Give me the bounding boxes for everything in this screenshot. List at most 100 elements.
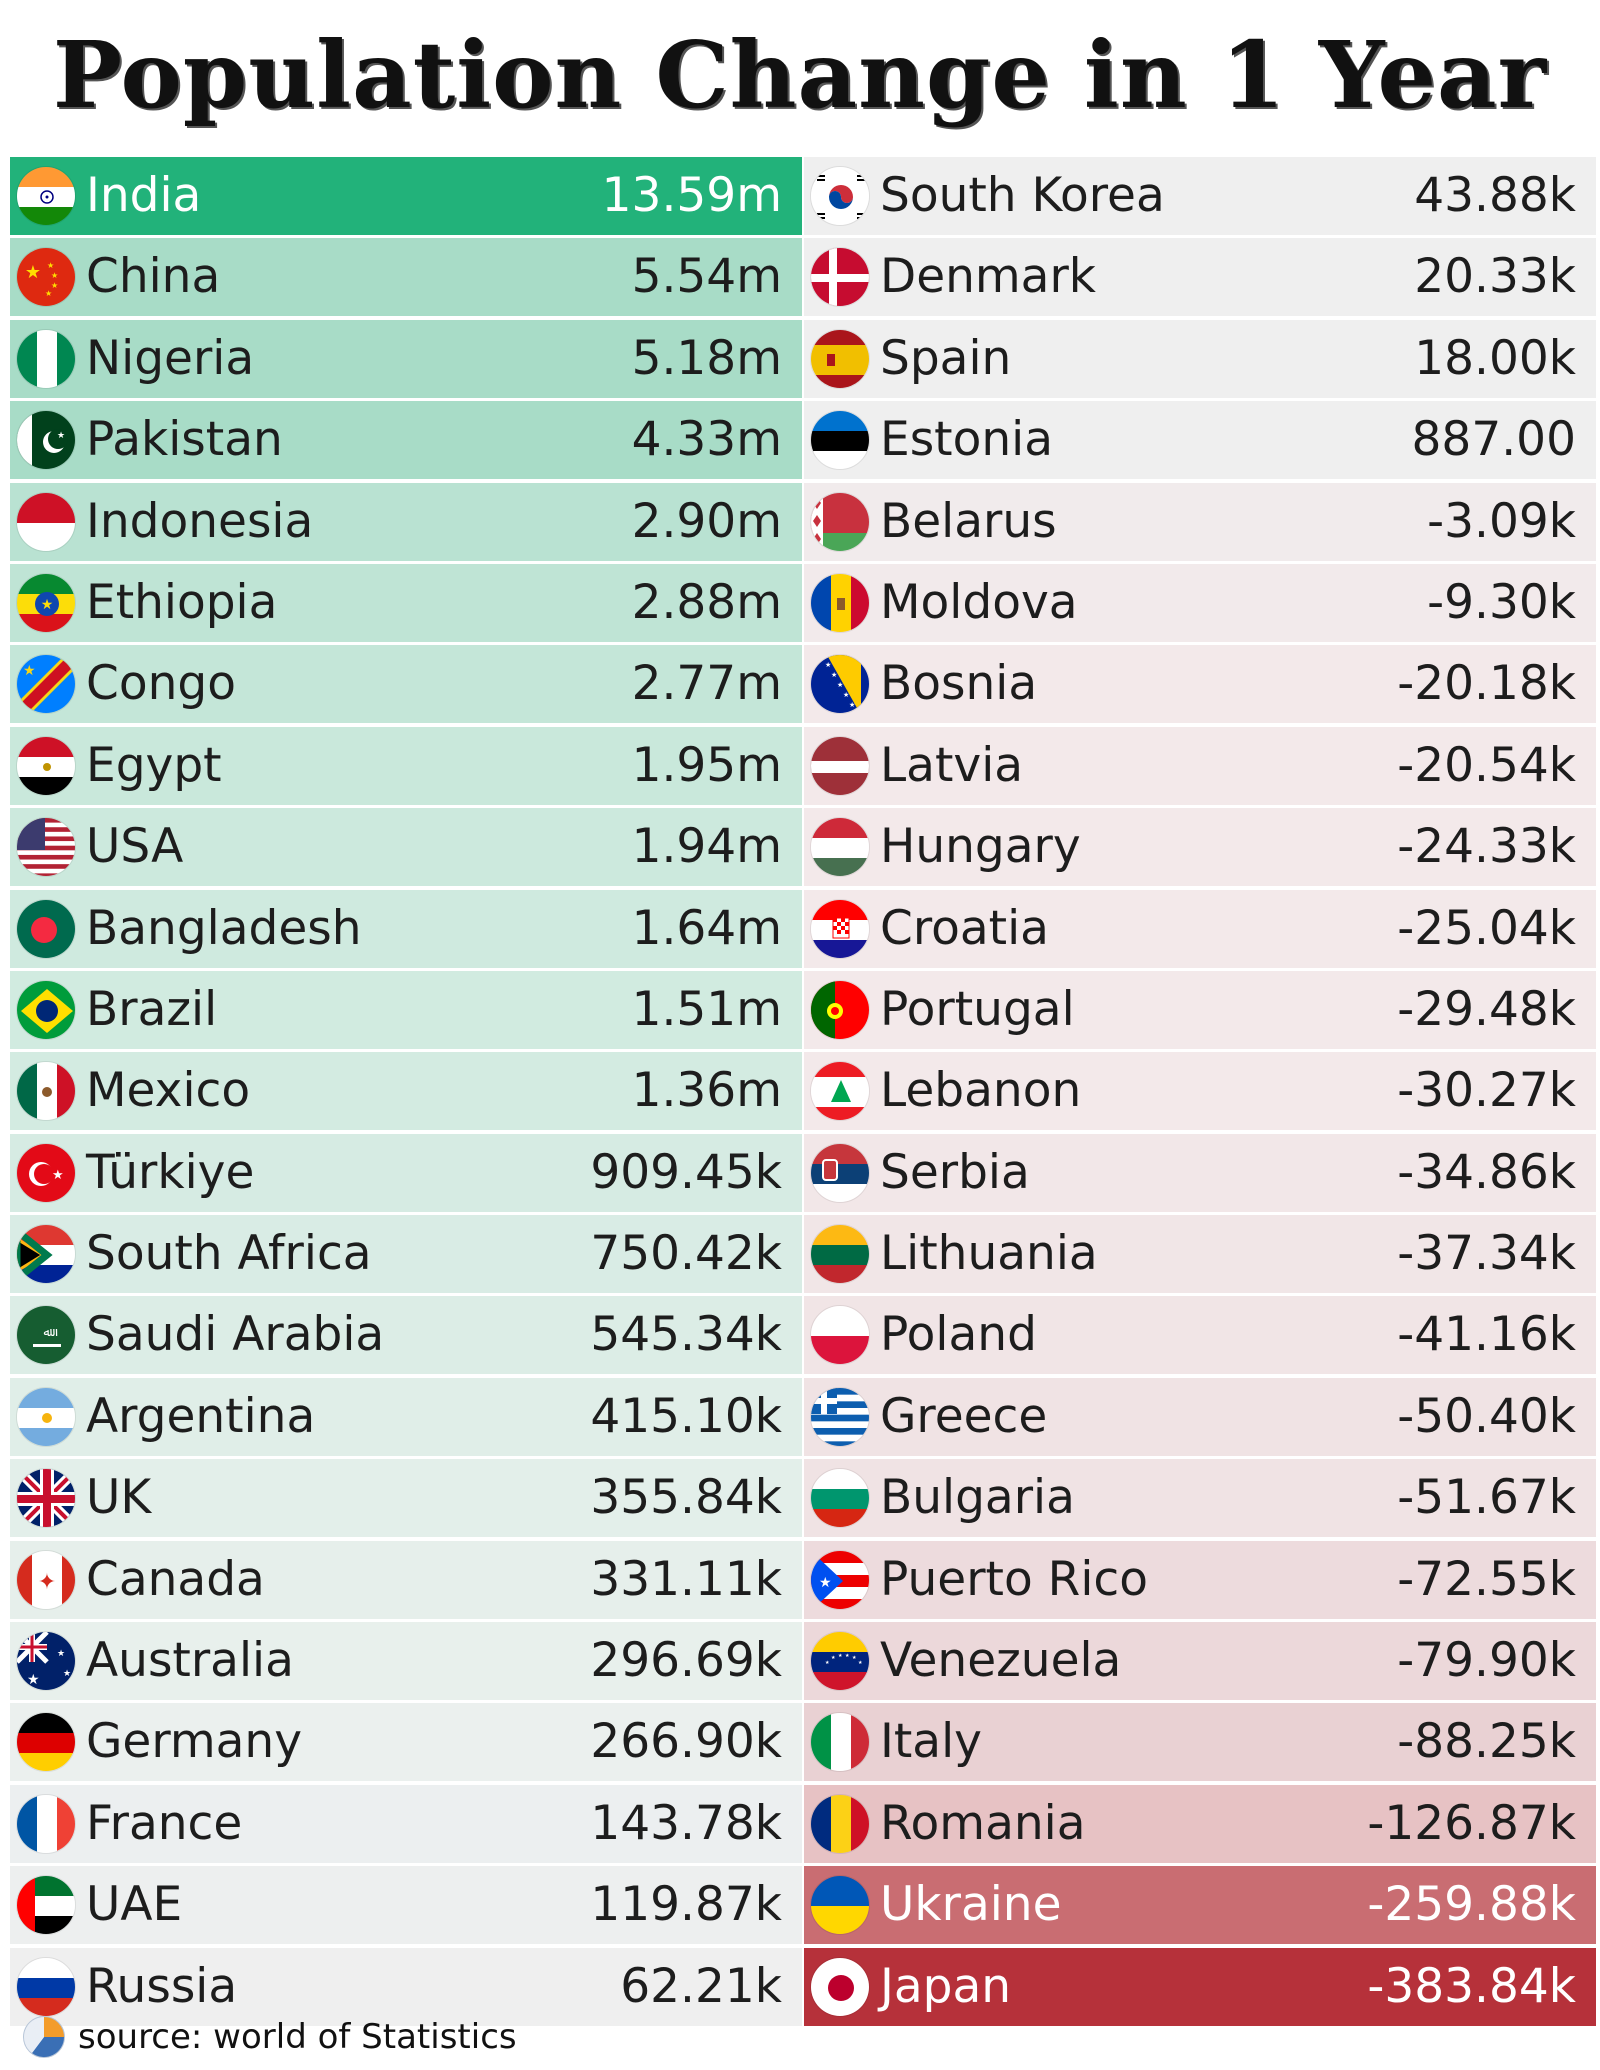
country-name: Ethiopia xyxy=(86,574,278,630)
svg-text:★: ★ xyxy=(831,671,837,679)
hu-flag xyxy=(810,817,870,878)
country-name: Venezuela xyxy=(880,1633,1122,1689)
hr-flag xyxy=(810,898,870,959)
country-name: Australia xyxy=(86,1633,294,1689)
table-row: Moldova -9.30k xyxy=(804,563,1596,642)
country-name: Puerto Rico xyxy=(880,1551,1148,1607)
population-change-value: 415.10k xyxy=(590,1388,782,1444)
svg-text:★: ★ xyxy=(843,691,849,699)
country-name: Bangladesh xyxy=(86,900,362,956)
svg-text:★: ★ xyxy=(47,261,54,270)
population-change-value: 5.18m xyxy=(631,330,782,386)
svg-text:★: ★ xyxy=(825,661,831,669)
population-change-value: 355.84k xyxy=(590,1470,782,1526)
population-change-value: 545.34k xyxy=(590,1307,782,1363)
country-name: Türkiye xyxy=(86,1144,255,1200)
svg-text:★: ★ xyxy=(51,281,58,290)
population-change-value: -24.33k xyxy=(1397,819,1576,875)
table-row: ✦ Canada 331.11k xyxy=(10,1540,802,1619)
country-name: Japan xyxy=(880,1958,1012,2014)
table-row: Indonesia 2.90m xyxy=(10,482,802,561)
svg-text:★: ★ xyxy=(819,1575,832,1591)
population-change-value: -20.18k xyxy=(1397,656,1576,712)
population-change-value: -3.09k xyxy=(1427,493,1576,549)
country-name: Lebanon xyxy=(880,1063,1082,1119)
svg-text:✦: ✦ xyxy=(38,1570,56,1595)
country-name: Saudi Arabia xyxy=(86,1307,385,1363)
table-row: Argentina 415.10k xyxy=(10,1377,802,1456)
country-name: Italy xyxy=(880,1714,982,1770)
table-row: ★ ★ ★ ★ ★ China 5.54m xyxy=(10,238,802,317)
table-row: Estonia 887.00 xyxy=(804,401,1596,480)
table-row: South Africa 750.42k xyxy=(10,1215,802,1294)
svg-text:★: ★ xyxy=(852,1655,857,1661)
table-row: Denmark 20.33k xyxy=(804,238,1596,317)
country-name: UAE xyxy=(86,1877,183,1933)
es-flag xyxy=(810,328,870,389)
svg-text:★: ★ xyxy=(52,1168,64,1183)
country-name: Portugal xyxy=(880,981,1075,1037)
table-row: Egypt 1.95m xyxy=(10,726,802,805)
population-change-value: 296.69k xyxy=(590,1633,782,1689)
ar-flag xyxy=(16,1386,76,1447)
ba-flag: ★ ★ ★ ★ ★ xyxy=(810,654,870,715)
country-name: Estonia xyxy=(880,412,1054,468)
eg-flag xyxy=(16,735,76,796)
table-row: Russia 62.21k xyxy=(10,1947,802,2026)
mx-flag xyxy=(16,1061,76,1122)
population-change-value: 43.88k xyxy=(1414,168,1576,223)
country-name: Indonesia xyxy=(86,493,314,549)
md-flag xyxy=(810,572,870,633)
country-name: Russia xyxy=(86,1958,238,2014)
table-row: Lithuania -37.34k xyxy=(804,1215,1596,1294)
table-row: Belarus -3.09k xyxy=(804,482,1596,561)
svg-text:★: ★ xyxy=(25,262,41,283)
country-name: Germany xyxy=(86,1714,303,1770)
fr-flag xyxy=(16,1793,76,1854)
svg-text:★: ★ xyxy=(845,1653,850,1659)
country-name: Serbia xyxy=(880,1144,1030,1200)
ro-flag xyxy=(810,1793,870,1854)
pie-chart-icon xyxy=(23,2016,65,2058)
table-row: Greece -50.40k xyxy=(804,1377,1596,1456)
country-name: Spain xyxy=(880,330,1012,386)
us-flag xyxy=(16,817,76,878)
br-flag xyxy=(16,979,76,1040)
population-change-value: -126.87k xyxy=(1367,1795,1576,1851)
au-flag: ★ ★ ★ xyxy=(16,1631,76,1692)
pl-flag xyxy=(810,1305,870,1366)
table-row: ★ ★ ★ ★ ★ Bosnia -20.18k xyxy=(804,645,1596,724)
table-row: ﷲ Saudi Arabia 545.34k xyxy=(10,1296,802,1375)
population-change-value: 1.51m xyxy=(631,981,782,1037)
table-row: Bangladesh 1.64m xyxy=(10,889,802,968)
population-change-value: -29.48k xyxy=(1397,981,1576,1037)
table-row: Spain 18.00k xyxy=(804,319,1596,398)
table-column-left: India 13.59m ★ ★ ★ ★ ★ China 5.54m Nigeria 5.18m ★ P… xyxy=(10,157,802,2029)
country-name: France xyxy=(86,1795,243,1851)
country-name: Lithuania xyxy=(880,1226,1098,1282)
table-row: Poland -41.16k xyxy=(804,1296,1596,1375)
rs-flag xyxy=(810,1142,870,1203)
population-change-value: 266.90k xyxy=(590,1714,782,1770)
table-row: France 143.78k xyxy=(10,1784,802,1863)
country-name: Pakistan xyxy=(86,412,283,468)
country-name: Bulgaria xyxy=(880,1470,1075,1526)
svg-text:★: ★ xyxy=(849,701,855,709)
country-name: Ukraine xyxy=(880,1877,1062,1933)
table-row: ★ ★ ★ Australia 296.69k xyxy=(10,1622,802,1701)
population-change-value: 62.21k xyxy=(620,1958,782,2014)
country-name: Croatia xyxy=(880,900,1049,956)
country-name: Romania xyxy=(880,1795,1086,1851)
by-flag xyxy=(810,491,870,552)
country-name: USA xyxy=(86,819,184,875)
population-change-value: -383.84k xyxy=(1367,1958,1576,2014)
svg-text:★: ★ xyxy=(23,663,36,679)
table-row: ★ ★ ★ ★ ★ ★ Venezuela -79.90k xyxy=(804,1622,1596,1701)
ca-flag: ✦ xyxy=(16,1549,76,1610)
pt-flag xyxy=(810,979,870,1040)
table-row: Hungary -24.33k xyxy=(804,808,1596,887)
table-row: India 13.59m xyxy=(10,157,802,235)
population-change-value: -41.16k xyxy=(1397,1307,1576,1363)
table-row: UK 355.84k xyxy=(10,1459,802,1538)
ae-flag xyxy=(16,1875,76,1936)
